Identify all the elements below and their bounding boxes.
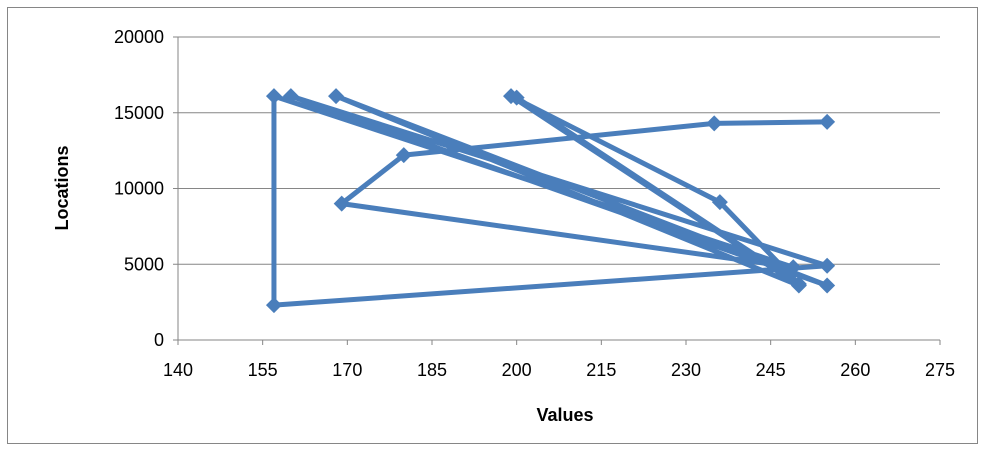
data-point-marker	[819, 257, 836, 274]
data-point-marker	[282, 88, 299, 105]
series-line	[271, 93, 830, 308]
x-tick-label: 140	[163, 360, 193, 380]
y-tick-label: 5000	[124, 254, 164, 274]
data-point-marker	[508, 89, 525, 106]
gridlines	[173, 36, 940, 341]
data-point-marker	[333, 195, 350, 212]
y-tick-label: 10000	[114, 179, 164, 199]
y-tick-label: 20000	[114, 27, 164, 47]
x-tick-label: 230	[671, 360, 701, 380]
data-point-marker	[711, 194, 728, 211]
data-point-marker	[706, 115, 723, 132]
data-point-marker	[265, 88, 282, 105]
x-tick-label: 275	[925, 360, 955, 380]
x-tick-label: 215	[586, 360, 616, 380]
data-point-marker	[328, 88, 345, 105]
y-tick-labels: 0 5000 10000 15000 20000	[114, 27, 164, 350]
x-tick-label: 260	[840, 360, 870, 380]
data-point-marker	[819, 277, 836, 294]
series-markers	[265, 88, 836, 314]
data-point-marker	[395, 147, 412, 164]
data-point-marker	[790, 275, 807, 292]
x-axis-title: Values	[536, 405, 593, 425]
data-point-marker	[819, 113, 836, 130]
x-tick-label: 200	[502, 360, 532, 380]
x-tick-label: 155	[248, 360, 278, 380]
axes	[177, 37, 941, 345]
series-lines	[271, 93, 830, 308]
data-point-marker	[785, 259, 802, 276]
x-tick-label: 245	[756, 360, 786, 380]
x-tick-label: 185	[417, 360, 447, 380]
x-tick-label: 170	[332, 360, 362, 380]
x-tick-labels: 140 155 170 185 200 215 230 245 260 275	[163, 360, 955, 380]
y-tick-label: 0	[154, 330, 164, 350]
data-point-marker	[265, 297, 282, 314]
y-tick-label: 15000	[114, 103, 164, 123]
y-axis-title: Locations	[52, 145, 72, 230]
